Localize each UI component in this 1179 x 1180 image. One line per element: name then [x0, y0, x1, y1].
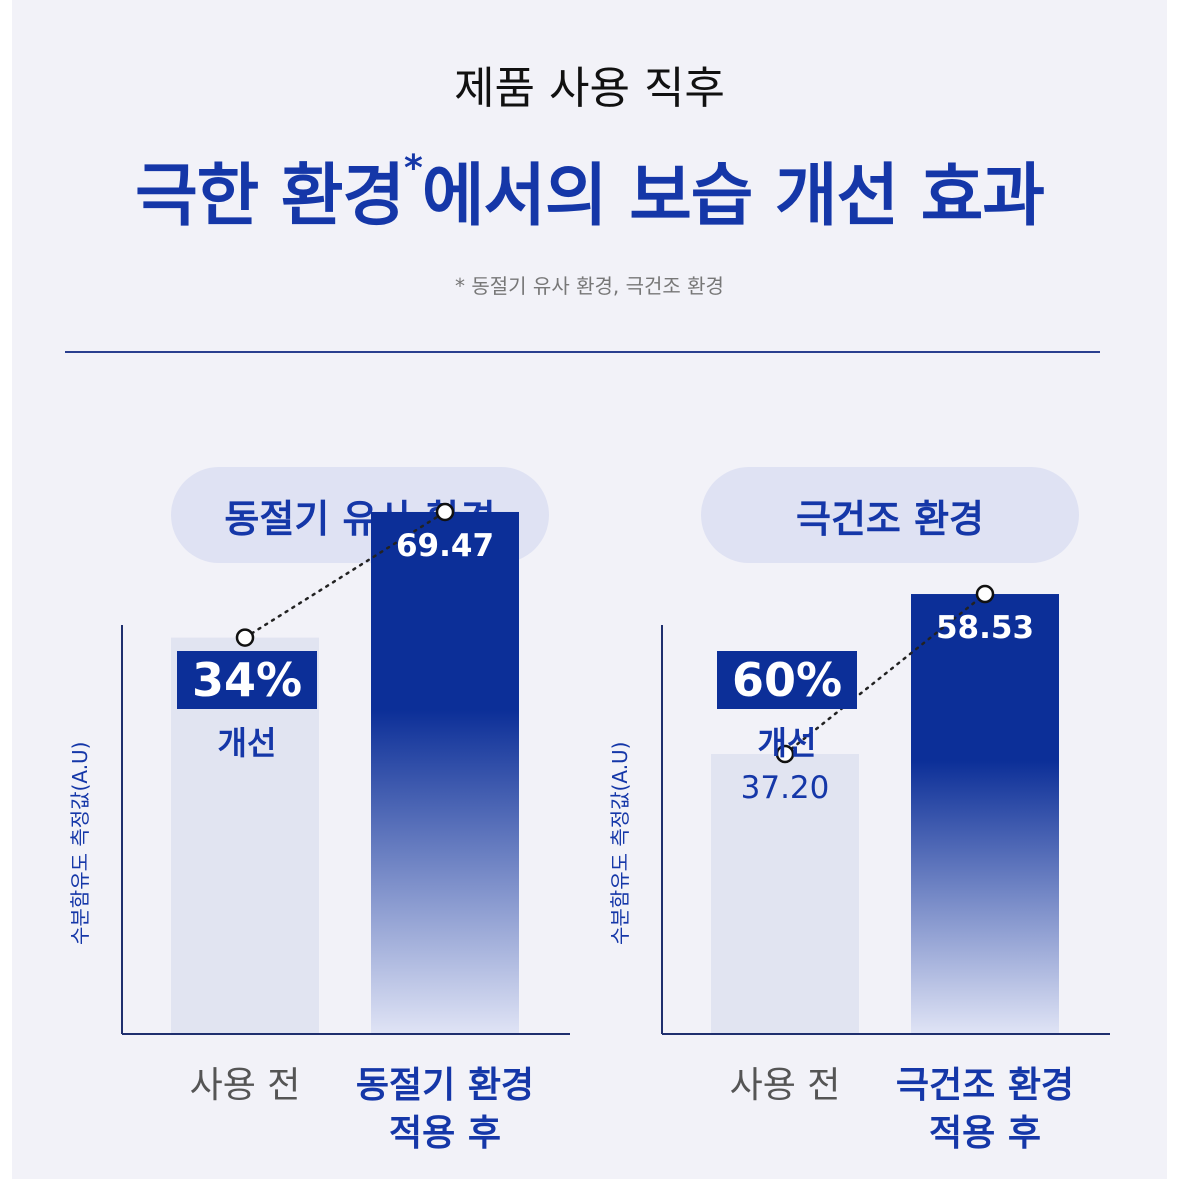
chart-svg-1: 37.20 58.53 [661, 584, 1110, 1035]
bar-after [911, 594, 1059, 1033]
panel-title-dry: 극건조 환경 [701, 467, 1079, 563]
category-label-line: 사용 전 [729, 1065, 841, 1106]
divider [65, 351, 1100, 353]
point-marker-1 [975, 584, 995, 604]
title-asterisk: * [404, 148, 423, 189]
bar-after [371, 511, 519, 1034]
improvement-badge: 34% [177, 651, 317, 709]
improvement-label: 개선 [217, 724, 277, 762]
point-marker-1 [435, 502, 455, 522]
value-label-1: 69.47 [396, 528, 494, 564]
category-label-line: 적용 후 [389, 1113, 501, 1154]
point-marker-0 [775, 744, 795, 764]
improvement-label: 개선 [757, 724, 817, 762]
value-label-0: 37.20 [741, 770, 830, 806]
category-label-line: 동절기 환경 [355, 1065, 535, 1106]
category-label-0: 사용 전 [675, 1062, 895, 1110]
value-label-1: 58.53 [936, 610, 1034, 646]
bar-before [711, 754, 859, 1033]
footnote: * 동절기 유사 환경, 극건조 환경 [455, 274, 724, 298]
category-label-line: 극건조 환경 [895, 1065, 1075, 1106]
title-main: 극한 환경 [135, 157, 405, 236]
category-label-0: 사용 전 [135, 1062, 355, 1110]
subtitle: 제품 사용 직후 [454, 63, 725, 114]
y-axis-label: 수분함유도 측정값(A.U) [68, 741, 92, 946]
trend-connector [783, 592, 987, 756]
point-marker-0 [235, 628, 255, 647]
category-label-line: 적용 후 [929, 1113, 1041, 1154]
improvement-badge: 60% [717, 651, 857, 709]
y-axis-label: 수분함유도 측정값(A.U) [608, 741, 632, 946]
category-label-line: 사용 전 [189, 1065, 301, 1106]
page-title: 극한 환경*에서의 보습 개선 효과 [0, 140, 1179, 239]
title-rest: 에서의 보습 개선 효과 [421, 157, 1045, 236]
trend-connector [243, 510, 447, 639]
